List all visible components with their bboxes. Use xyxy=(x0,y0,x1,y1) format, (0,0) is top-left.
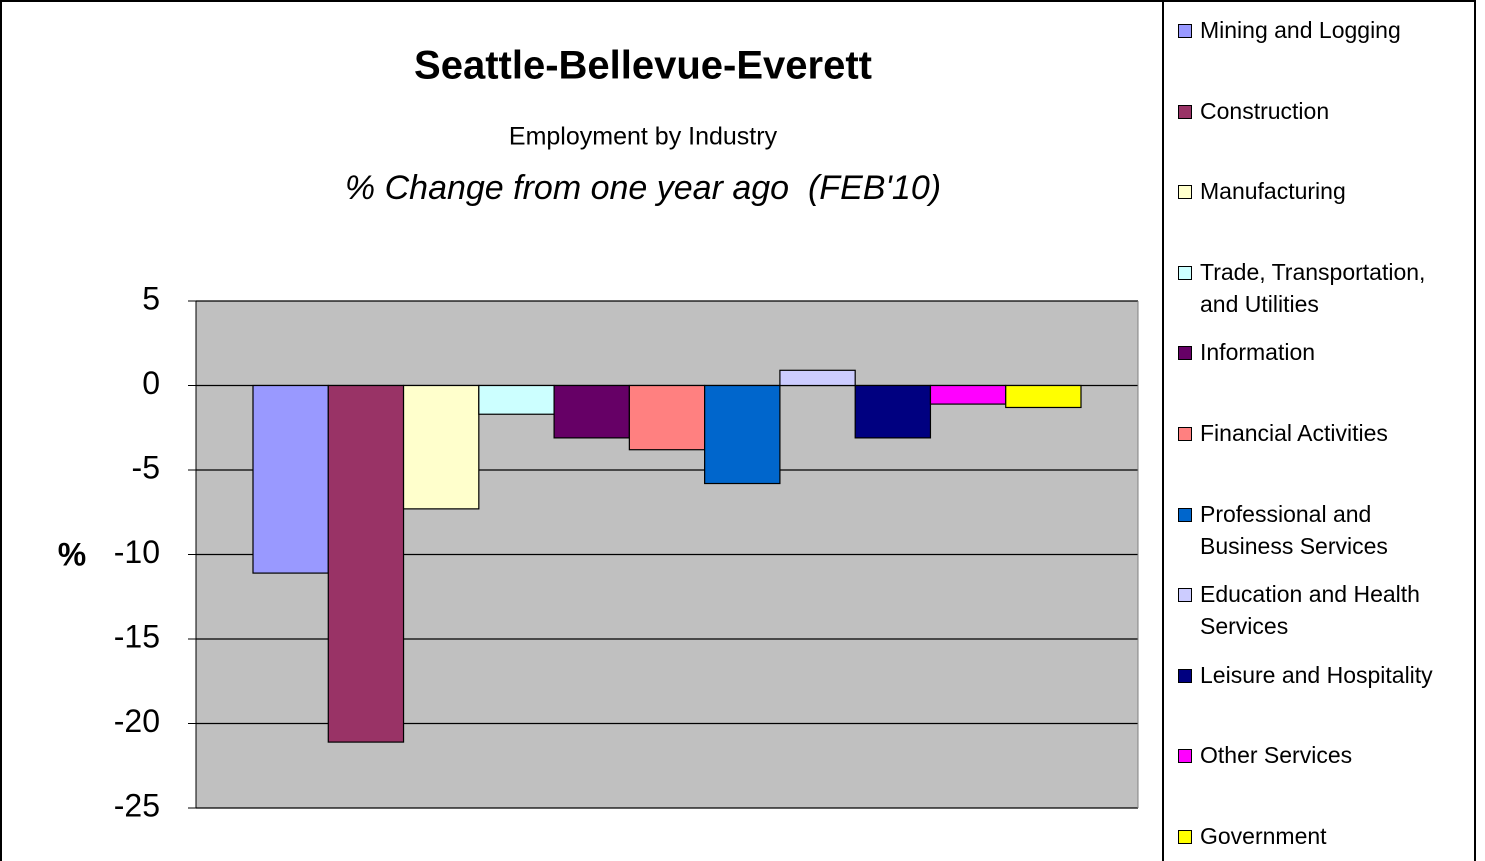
legend-item: Mining and Logging xyxy=(1178,14,1470,46)
legend-label: Government xyxy=(1200,823,1327,849)
y-tick-label: -20 xyxy=(114,703,160,739)
legend-swatch xyxy=(1178,588,1192,603)
bar xyxy=(478,384,555,415)
legend-item: Other Services xyxy=(1178,739,1470,771)
y-tick-label: -5 xyxy=(132,449,160,485)
legend-item: Information xyxy=(1178,336,1470,368)
legend-item: Leisure and Hospitality xyxy=(1178,659,1470,691)
bar xyxy=(704,384,781,485)
chart-subtitle: Employment by Industry xyxy=(509,123,778,151)
bar xyxy=(779,369,856,387)
legend-item: Professional and Business Services xyxy=(1178,498,1470,562)
bar xyxy=(929,384,1007,405)
y-tick-label: -15 xyxy=(114,618,160,654)
y-tick-label: -25 xyxy=(114,787,160,823)
y-tick-label: 5 xyxy=(142,280,160,316)
y-tick-label: 0 xyxy=(142,365,160,401)
legend-swatch xyxy=(1178,668,1192,683)
bar xyxy=(252,384,329,574)
legend-item: Construction xyxy=(1178,95,1470,127)
legend-swatch xyxy=(1178,830,1192,844)
legend-swatch xyxy=(1178,507,1192,522)
legend-item: Trade, Transportation, and Utilities xyxy=(1178,256,1470,320)
legend-item: Financial Activities xyxy=(1178,417,1470,449)
legend-swatch xyxy=(1178,265,1192,280)
legend-label: Mining and Logging xyxy=(1200,17,1401,43)
legend-label: Other Services xyxy=(1200,742,1353,769)
bar xyxy=(628,384,706,451)
chart-subtitle: % Change from one year ago (FEB'10) xyxy=(345,169,941,207)
legend-label: Financial Activities xyxy=(1200,420,1388,446)
bar xyxy=(1005,384,1082,409)
legend-swatch xyxy=(1178,749,1192,764)
legend-label: Leisure and Hospitality xyxy=(1200,661,1433,688)
legend-swatch xyxy=(1178,427,1192,441)
bar xyxy=(402,384,480,510)
legend-item: Education and Health Services xyxy=(1178,578,1470,642)
legend-label: Education and Health Services xyxy=(1200,581,1420,640)
bar xyxy=(327,384,405,743)
y-tick-label: -10 xyxy=(114,534,160,570)
legend-swatch xyxy=(1178,185,1192,200)
legend-label: Construction xyxy=(1200,97,1330,124)
legend-label: Information xyxy=(1200,339,1316,366)
legend-label: Manufacturing xyxy=(1200,178,1346,205)
legend-label: Trade, Transportation, and Utilities xyxy=(1200,258,1426,317)
legend-swatch xyxy=(1178,104,1192,119)
chart-title: Seattle-Bellevue-Everett xyxy=(414,44,872,88)
legend-label: Professional and Business Services xyxy=(1200,500,1388,559)
legend-item: Government xyxy=(1178,820,1470,852)
legend-swatch xyxy=(1178,24,1192,38)
bar xyxy=(553,384,630,439)
legend-item: Manufacturing xyxy=(1178,175,1470,207)
y-axis-label: % xyxy=(58,536,86,572)
legend-swatch xyxy=(1178,346,1192,361)
bar xyxy=(854,384,932,439)
